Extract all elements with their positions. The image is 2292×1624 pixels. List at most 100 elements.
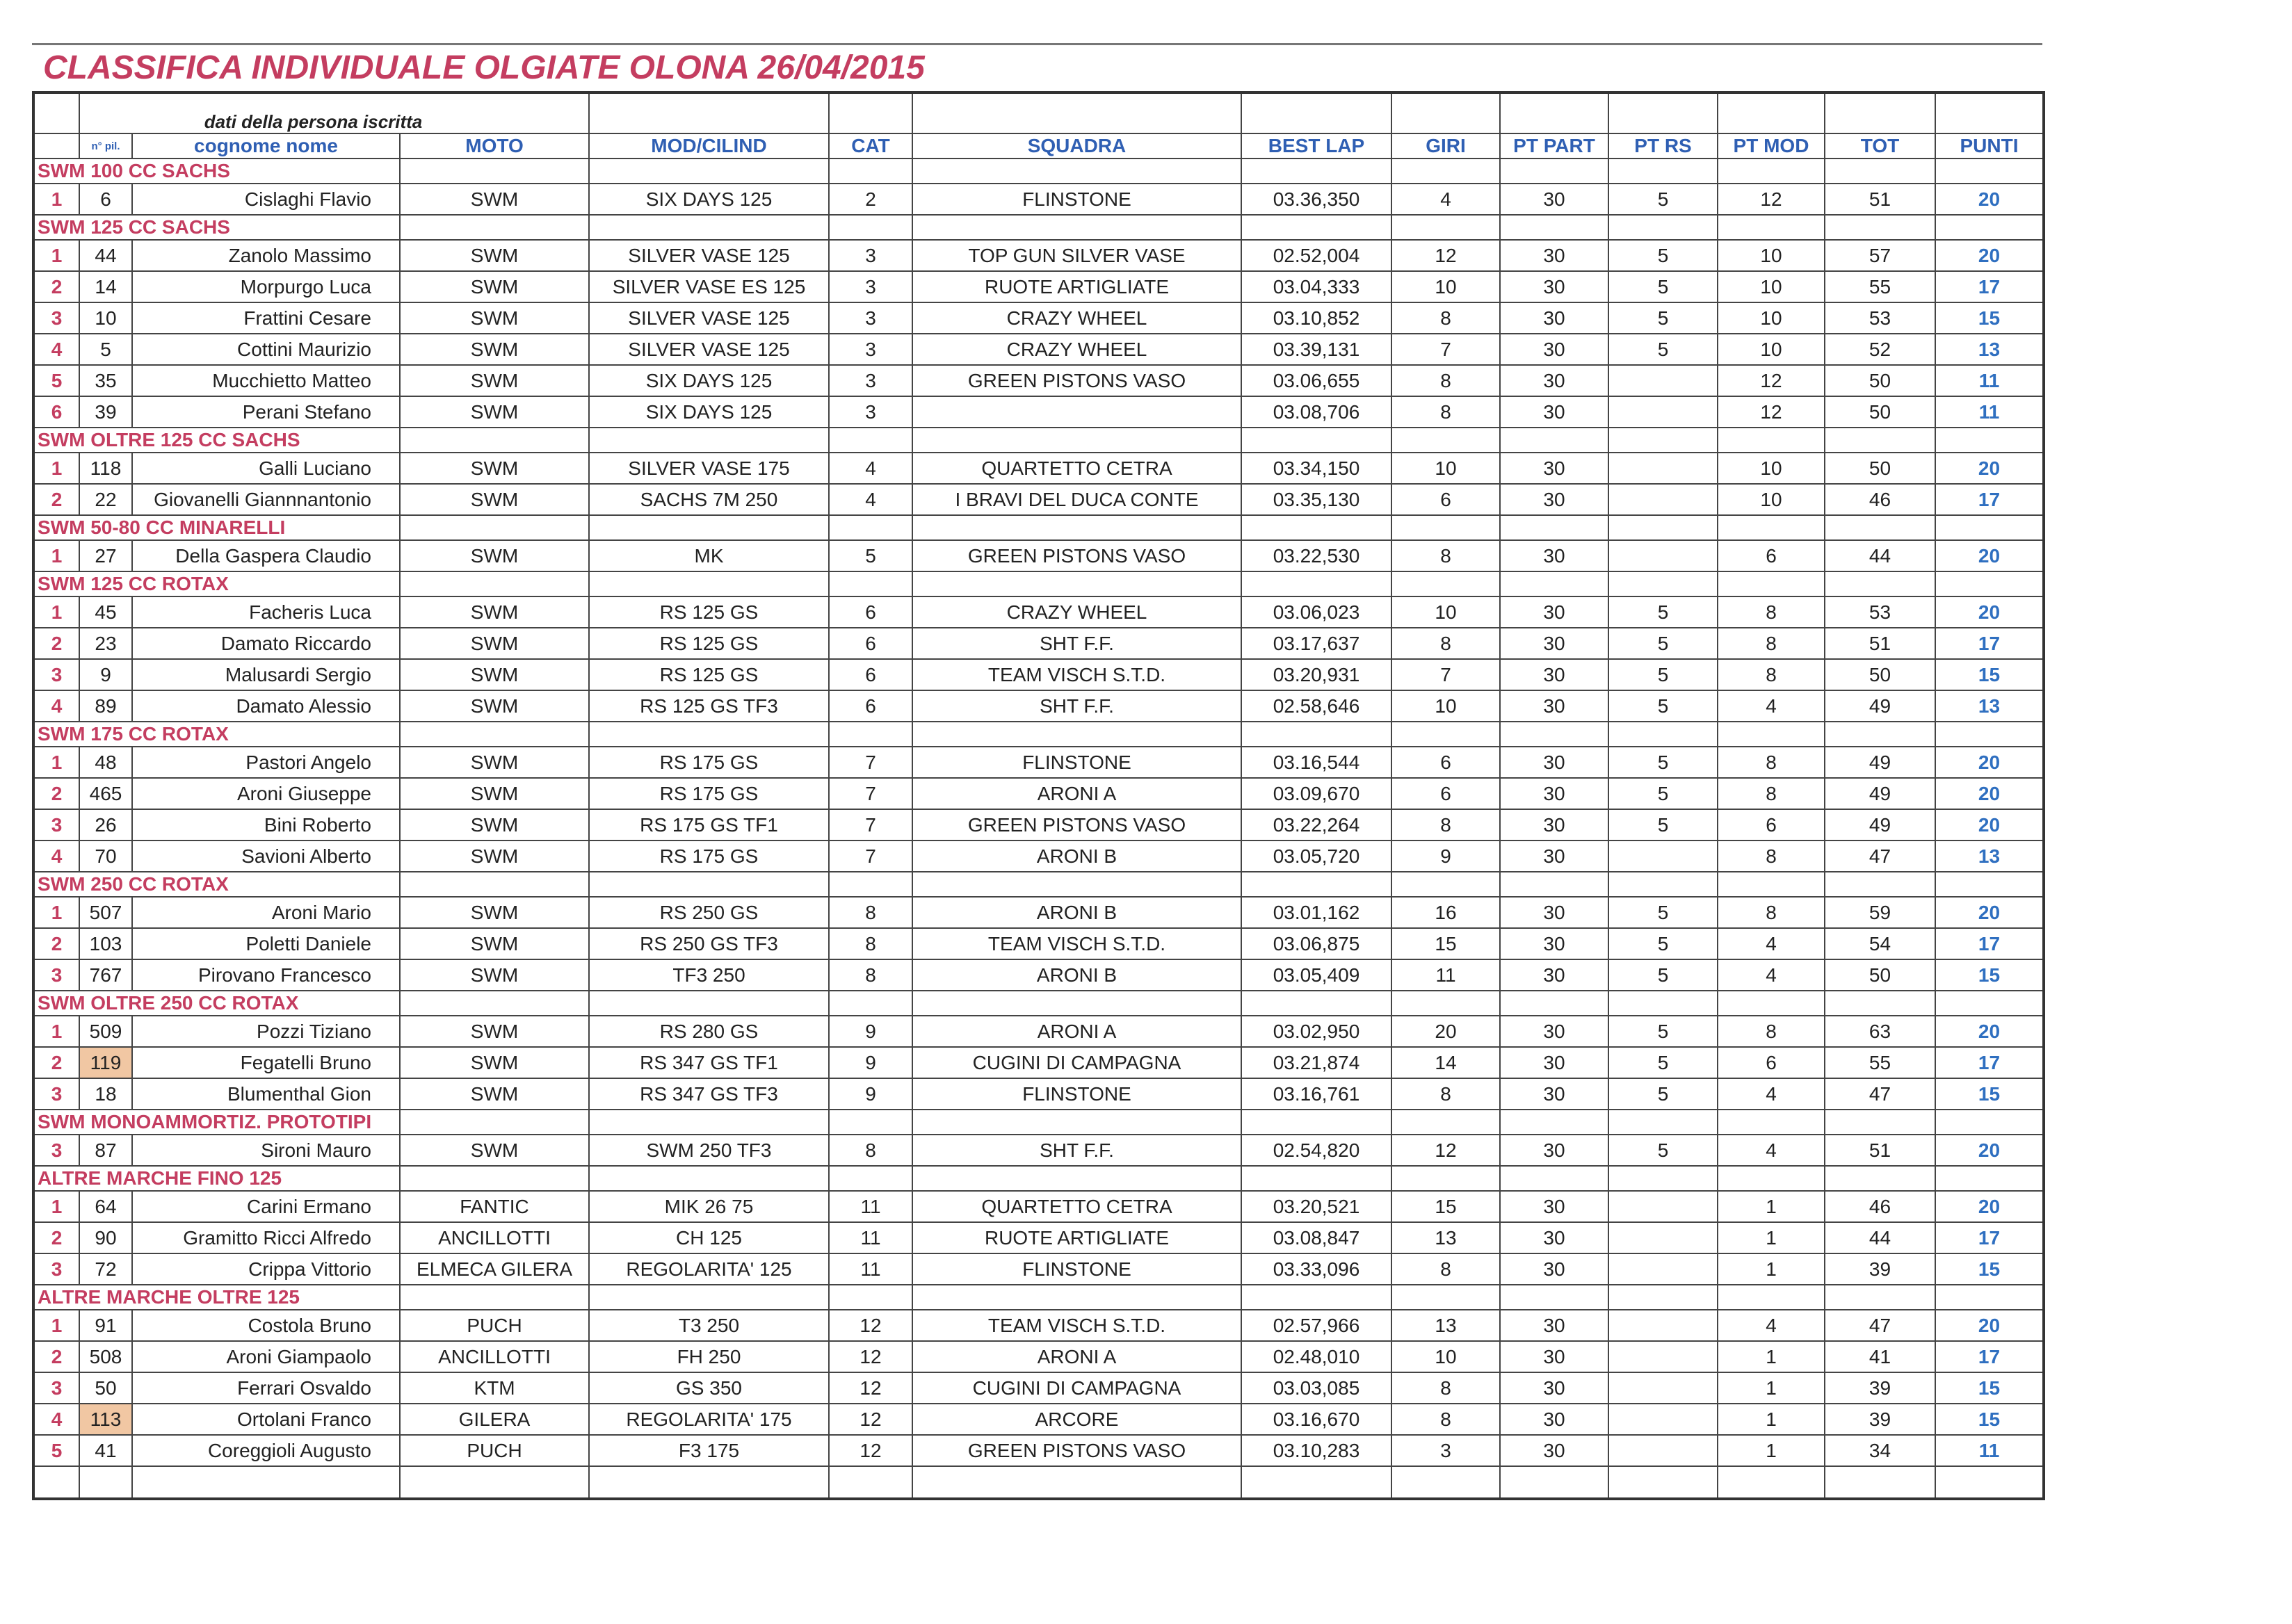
section-cell [1935,1109,2044,1135]
cell: CUGINI DI CAMPAGNA [912,1046,1242,1079]
cell: 10 [1391,452,1501,485]
cell: RS 175 GS [588,746,830,779]
cell: SIX DAYS 125 [588,364,830,397]
cell: 15 [1391,927,1501,960]
header-cell [912,92,1242,134]
section-cell [1241,158,1392,184]
cell: SIX DAYS 125 [588,396,830,428]
section-cell [1391,158,1501,184]
empty-row [33,1465,2044,1500]
cell: 5 [1608,333,1718,366]
section-cell [1241,1109,1392,1135]
cell: 6 [1391,777,1501,810]
cell: 5 [33,364,80,397]
result-row: 3 50 Ferrari Osvaldo KTM GS 350 12 CUGINI DI C… [33,1372,2044,1404]
cell: 49 [1824,690,1936,722]
cell: 12 [1717,183,1825,216]
cell: 03.08,847 [1241,1221,1392,1254]
cell [1608,1434,1718,1467]
column-header: PT MOD [1717,133,1825,159]
cell: RS 125 GS [588,627,830,660]
cell: 03.33,096 [1241,1253,1392,1285]
column-header: GIRI [1391,133,1501,159]
cell: SHT F.F. [912,690,1242,722]
cell: 12 [1717,364,1825,397]
cell: 12 [828,1309,913,1342]
cell: 30 [1499,627,1609,660]
cell: 7 [1391,658,1501,691]
cell: 11 [1935,1434,2044,1467]
section-cell [912,158,1242,184]
cell: 72 [79,1253,133,1285]
cell: 50 [1824,396,1936,428]
cell: 8 [1391,539,1501,572]
cell: Della Gaspera Claudio [131,539,401,572]
cell: 10 [1717,302,1825,334]
cell: 8 [1391,809,1501,841]
cell: 11 [1935,396,2044,428]
cell: Aroni Mario [131,896,401,929]
section-cell [588,571,830,597]
cell: 49 [1824,809,1936,841]
cell: FLINSTONE [912,746,1242,779]
cell: 03.01,162 [1241,896,1392,929]
section-cell [1824,571,1936,597]
cell: RS 347 GS TF3 [588,1078,830,1110]
cell: 30 [1499,596,1609,628]
cell [588,1465,830,1500]
cell: 8 [1391,627,1501,660]
cell: 50 [1824,364,1936,397]
cell: 20 [1935,896,2044,929]
cell: ANCILLOTTI [399,1340,590,1373]
cell: 30 [1499,658,1609,691]
cell: 30 [1499,927,1609,960]
cell: 30 [1499,452,1609,485]
result-row: 1 48 Pastori Angelo SWM RS 175 GS 7 FLINSTONE 0… [33,746,2044,779]
cell: TEAM VISCH S.T.D. [912,658,1242,691]
cell: CRAZY WHEEL [912,302,1242,334]
cell: GREEN PISTONS VASO [912,539,1242,572]
cell: GREEN PISTONS VASO [912,364,1242,397]
cell: 5 [1608,1134,1718,1167]
cell: 11 [828,1253,913,1285]
result-row: 1 507 Aroni Mario SWM RS 250 GS 8 ARONI B 03.01… [33,896,2044,929]
cell [912,396,1242,428]
section-cell [588,990,830,1016]
cell: 30 [1499,539,1609,572]
cell: 9 [828,1046,913,1079]
cell: CRAZY WHEEL [912,333,1242,366]
cell: 30 [1499,1340,1609,1373]
header-cell [33,92,80,134]
cell: I BRAVI DEL DUCA CONTE [912,483,1242,516]
section-cell [399,1109,590,1135]
cell: 8 [1391,302,1501,334]
cell: 55 [1824,270,1936,303]
cell: 03.05,409 [1241,959,1392,991]
cell: 03.06,875 [1241,927,1392,960]
cell: 4 [1717,927,1825,960]
cell: 39 [1824,1372,1936,1404]
section-cell [1499,990,1609,1016]
cell [1608,1221,1718,1254]
cell: 30 [1499,1078,1609,1110]
cell: 30 [1499,396,1609,428]
cell: 5 [828,539,913,572]
cell: 90 [79,1221,133,1254]
header-cell [1717,92,1825,134]
section-cell [1608,1165,1718,1192]
cell: 03.08,706 [1241,396,1392,428]
cell: Aroni Giuseppe [131,777,401,810]
cell: 20 [1391,1015,1501,1048]
cell: 03.10,283 [1241,1434,1392,1467]
section-cell [1241,721,1392,747]
cell: 18 [79,1078,133,1110]
cell: 8 [828,1134,913,1167]
column-header: PT RS [1608,133,1718,159]
cell: 11 [828,1221,913,1254]
cell: 63 [1824,1015,1936,1048]
section-cell [1608,721,1718,747]
cell: SWM [399,658,590,691]
cell: 30 [1499,1015,1609,1048]
section-cell [912,571,1242,597]
section-cell [1391,871,1501,898]
